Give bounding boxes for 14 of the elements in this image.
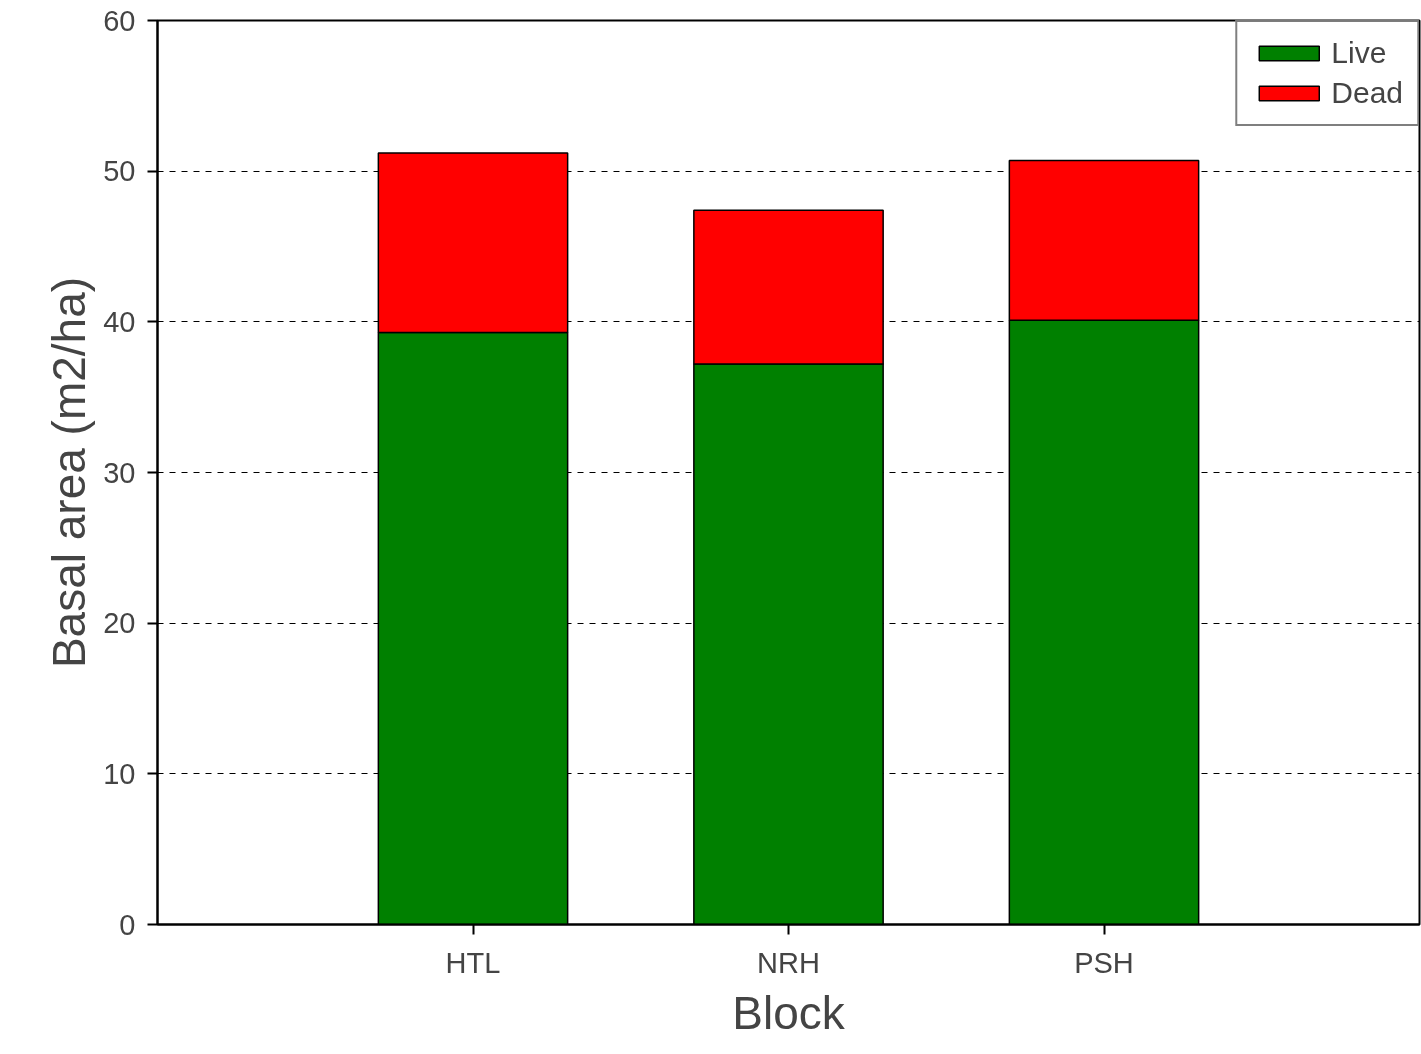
y-tick-label: 50 [103, 155, 136, 188]
y-tick-label: 20 [103, 607, 136, 640]
y-tick-label: 30 [103, 456, 136, 489]
y-tick-label: 40 [103, 305, 136, 338]
legend-label: Live [1331, 36, 1387, 70]
x-tick-label: NRH [757, 946, 820, 979]
y-axis-title: Basal area (m2/ha) [43, 276, 96, 669]
x-axis-title: Block [732, 986, 846, 1039]
legend-label: Dead [1331, 76, 1403, 110]
x-tick-label: PSH [1074, 946, 1134, 979]
y-tick-label: 60 [103, 4, 136, 37]
x-tick-label: HTL [445, 946, 501, 979]
y-tick-label: 10 [103, 757, 136, 790]
y-tick-label: 0 [119, 908, 136, 941]
